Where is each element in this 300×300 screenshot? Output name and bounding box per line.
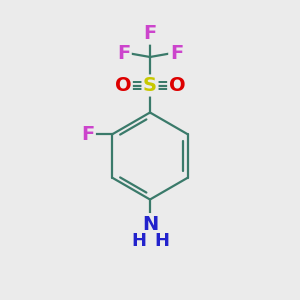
Text: S: S [143, 76, 157, 95]
Text: F: F [117, 44, 130, 63]
Text: N: N [142, 214, 158, 234]
Text: H: H [131, 232, 146, 250]
Text: F: F [143, 24, 157, 43]
Text: H: H [154, 232, 169, 250]
Text: O: O [115, 76, 131, 95]
Text: F: F [170, 44, 183, 63]
Text: F: F [81, 125, 94, 144]
Text: O: O [169, 76, 185, 95]
